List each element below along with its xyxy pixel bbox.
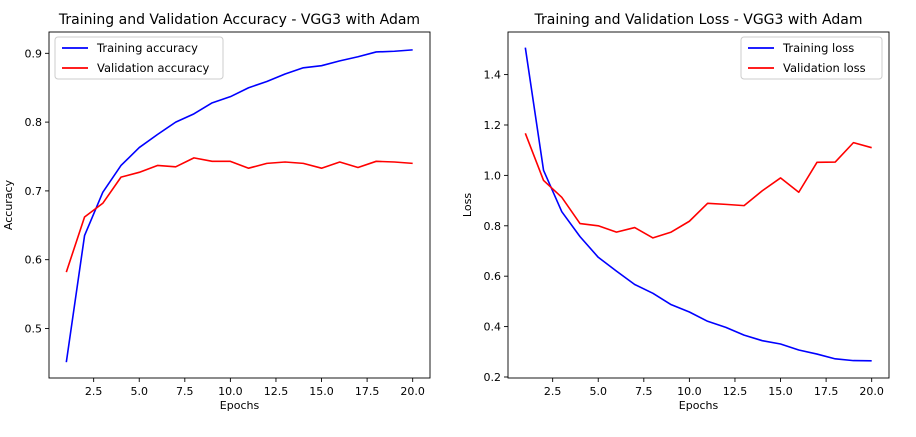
accuracy-legend-label: Validation accuracy xyxy=(97,61,210,75)
loss-x-axis-label: Epochs xyxy=(679,399,719,412)
accuracy-series-validation-line xyxy=(65,157,413,273)
loss-x-tick-label: 7.5 xyxy=(635,385,653,398)
loss-y-tick-label: 1.0 xyxy=(484,169,502,182)
loss-x-tick-label: 15.0 xyxy=(768,385,793,398)
chart-accuracy: Training and Validation Accuracy - VGG3 … xyxy=(2,12,431,412)
loss-legend-label: Validation loss xyxy=(783,61,866,75)
accuracy-x-tick-label: 12.5 xyxy=(264,385,289,398)
loss-x-tick-label: 20.0 xyxy=(859,385,884,398)
loss-y-tick-label: 0.8 xyxy=(484,220,502,233)
loss-plot-frame xyxy=(507,31,890,379)
loss-y-tick-label: 0.6 xyxy=(484,270,502,283)
loss-y-tick-label: 1.4 xyxy=(484,69,502,82)
accuracy-y-tick-label: 0.7 xyxy=(25,185,43,198)
loss-x-tick-label: 12.5 xyxy=(723,385,748,398)
loss-y-tick-label: 1.2 xyxy=(484,119,502,132)
accuracy-y-tick-label: 0.9 xyxy=(25,47,43,60)
accuracy-chart-title: Training and Validation Accuracy - VGG3 … xyxy=(58,12,420,28)
accuracy-x-tick-label: 7.5 xyxy=(176,385,194,398)
accuracy-y-axis-label: Accuracy xyxy=(2,179,15,230)
loss-y-tick-label: 0.4 xyxy=(484,321,502,334)
loss-legend-box xyxy=(740,36,883,80)
loss-x-tick-label: 17.5 xyxy=(814,385,839,398)
accuracy-legend-label: Training accuracy xyxy=(96,41,198,55)
loss-legend-label: Training loss xyxy=(782,41,854,55)
loss-series-training-line xyxy=(524,47,872,362)
accuracy-y-tick-label: 0.6 xyxy=(25,254,43,267)
accuracy-x-axis-label: Epochs xyxy=(220,399,260,412)
loss-legend: Training loss Validation loss xyxy=(740,36,883,80)
loss-x-tick-label: 2.5 xyxy=(544,385,562,398)
accuracy-x-tick-label: 10.0 xyxy=(218,385,243,398)
loss-x-tick-label: 10.0 xyxy=(677,385,702,398)
loss-y-axis-label: Loss xyxy=(461,193,474,217)
loss-series-validation-line xyxy=(524,133,872,239)
loss-x-tick-label: 5.0 xyxy=(589,385,607,398)
accuracy-x-tick-label: 5.0 xyxy=(130,385,148,398)
loss-y-tick-label: 0.2 xyxy=(484,371,502,384)
accuracy-x-tick-label: 2.5 xyxy=(85,385,103,398)
accuracy-y-tick-label: 0.8 xyxy=(25,116,43,129)
accuracy-plot-frame xyxy=(48,31,431,379)
accuracy-x-tick-label: 17.5 xyxy=(355,385,380,398)
loss-chart-title: Training and Validation Loss - VGG3 with… xyxy=(534,12,863,28)
accuracy-x-tick-label: 20.0 xyxy=(400,385,425,398)
accuracy-legend: Training accuracy Validation accuracy xyxy=(54,36,224,80)
accuracy-legend-box xyxy=(54,36,224,80)
accuracy-series-training-line xyxy=(65,49,413,363)
accuracy-x-tick-label: 15.0 xyxy=(309,385,334,398)
accuracy-y-tick-label: 0.5 xyxy=(25,322,43,335)
chart-loss: Training and Validation Loss - VGG3 with… xyxy=(461,12,890,412)
